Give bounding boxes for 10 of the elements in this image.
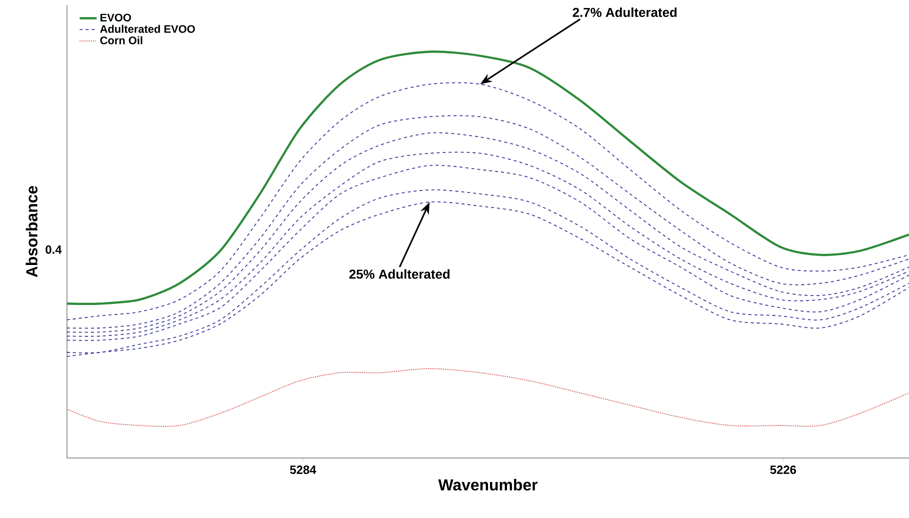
x-tick-label: 5284 bbox=[290, 466, 316, 474]
annotation: 25% Adulterated bbox=[349, 269, 450, 279]
legend-label: Corn Oil bbox=[100, 36, 142, 44]
y-axis-title: Absorbance bbox=[26, 186, 38, 278]
x-axis-title: Wavenumber bbox=[438, 478, 538, 491]
legend-label: EVOO bbox=[100, 14, 131, 22]
legend-label: Adulterated EVOO bbox=[100, 24, 195, 33]
text: 0.4 bbox=[46, 245, 62, 254]
annotation: 2.7% Adulterated bbox=[572, 8, 677, 18]
x-tick-label: 5226 bbox=[770, 466, 796, 474]
